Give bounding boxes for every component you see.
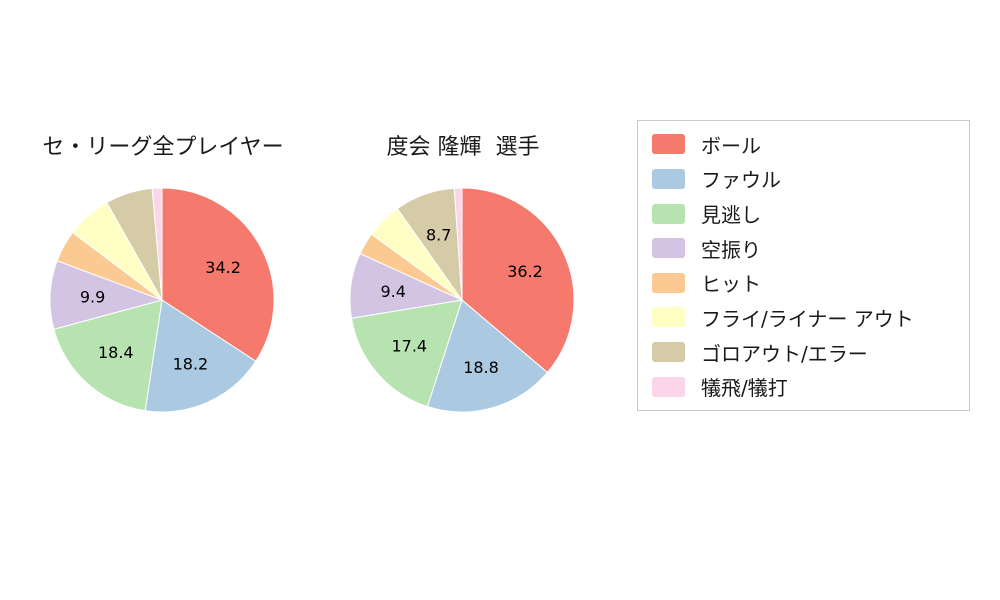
pie-slice-label: 18.8 <box>463 358 499 377</box>
legend-swatch-ball <box>652 134 685 155</box>
legend-item-called-strike: 見逃し <box>638 197 969 230</box>
pie-slice-label: 8.7 <box>426 226 451 245</box>
pie-slice-label: 18.2 <box>173 354 209 373</box>
pie-slice-label: 36.2 <box>507 262 543 281</box>
legend-label: ゴロアウト/エラー <box>701 341 868 366</box>
pie-slice-foul <box>144 299 257 413</box>
legend-label: ボール <box>701 133 761 158</box>
pie-slice-sacrifice <box>151 187 163 301</box>
legend-item-ground-out-error: ゴロアウト/エラー <box>638 336 969 369</box>
pie-slice-label: 17.4 <box>391 336 427 355</box>
legend-swatch-called-strike <box>652 203 685 224</box>
legend-label: ヒット <box>701 272 761 297</box>
legend-label: 見逃し <box>701 203 761 228</box>
chart-title-left: セ・リーグ全プレイヤー <box>42 135 284 160</box>
pie-slice-sacrifice <box>453 187 463 301</box>
chart-title-right: 度会 隆輝 選手 <box>386 135 540 160</box>
legend-label: フライ/ライナー アウト <box>701 306 914 331</box>
legend-item-fly-liner-out: フライ/ライナー アウト <box>638 301 969 334</box>
pie-chart-right: 36.2 18.8 17.4 9.4 8.7 <box>349 187 575 413</box>
legend-swatch-foul <box>652 168 685 189</box>
legend-swatch-swinging-strike <box>652 238 685 259</box>
legend-item-foul: ファウル <box>638 162 969 195</box>
legend-label: 犠飛/犠打 <box>701 376 788 401</box>
legend-item-sacrifice: 犠飛/犠打 <box>638 370 969 403</box>
legend-item-ball: ボール <box>638 128 969 161</box>
legend-swatch-sacrifice <box>652 376 685 397</box>
pie-slice-foul <box>426 299 549 413</box>
pie-slice-label: 18.4 <box>98 343 134 362</box>
pie-slice-ball <box>461 187 575 374</box>
legend-label: 空振り <box>701 237 761 262</box>
legend-swatch-hit <box>652 272 685 293</box>
pie-slice-label: 9.4 <box>380 282 405 301</box>
legend-swatch-fly-liner-out <box>652 307 685 328</box>
legend-item-hit: ヒット <box>638 266 969 299</box>
legend-label: ファウル <box>701 168 781 193</box>
pie-slice-called-strike <box>53 299 163 412</box>
legend-swatch-ground-out-error <box>652 342 685 363</box>
pie-slice-label: 34.2 <box>205 258 241 277</box>
pie-chart-left: 34.2 18.2 18.4 9.9 <box>49 187 275 413</box>
legend: ボール ファウル 見逃し 空振り ヒット フライ/ライナー アウト ゴロアウト/… <box>637 120 970 411</box>
pie-slice-called-strike <box>350 299 463 408</box>
legend-item-swinging-strike: 空振り <box>638 232 969 265</box>
pie-slice-label: 9.9 <box>80 288 105 307</box>
